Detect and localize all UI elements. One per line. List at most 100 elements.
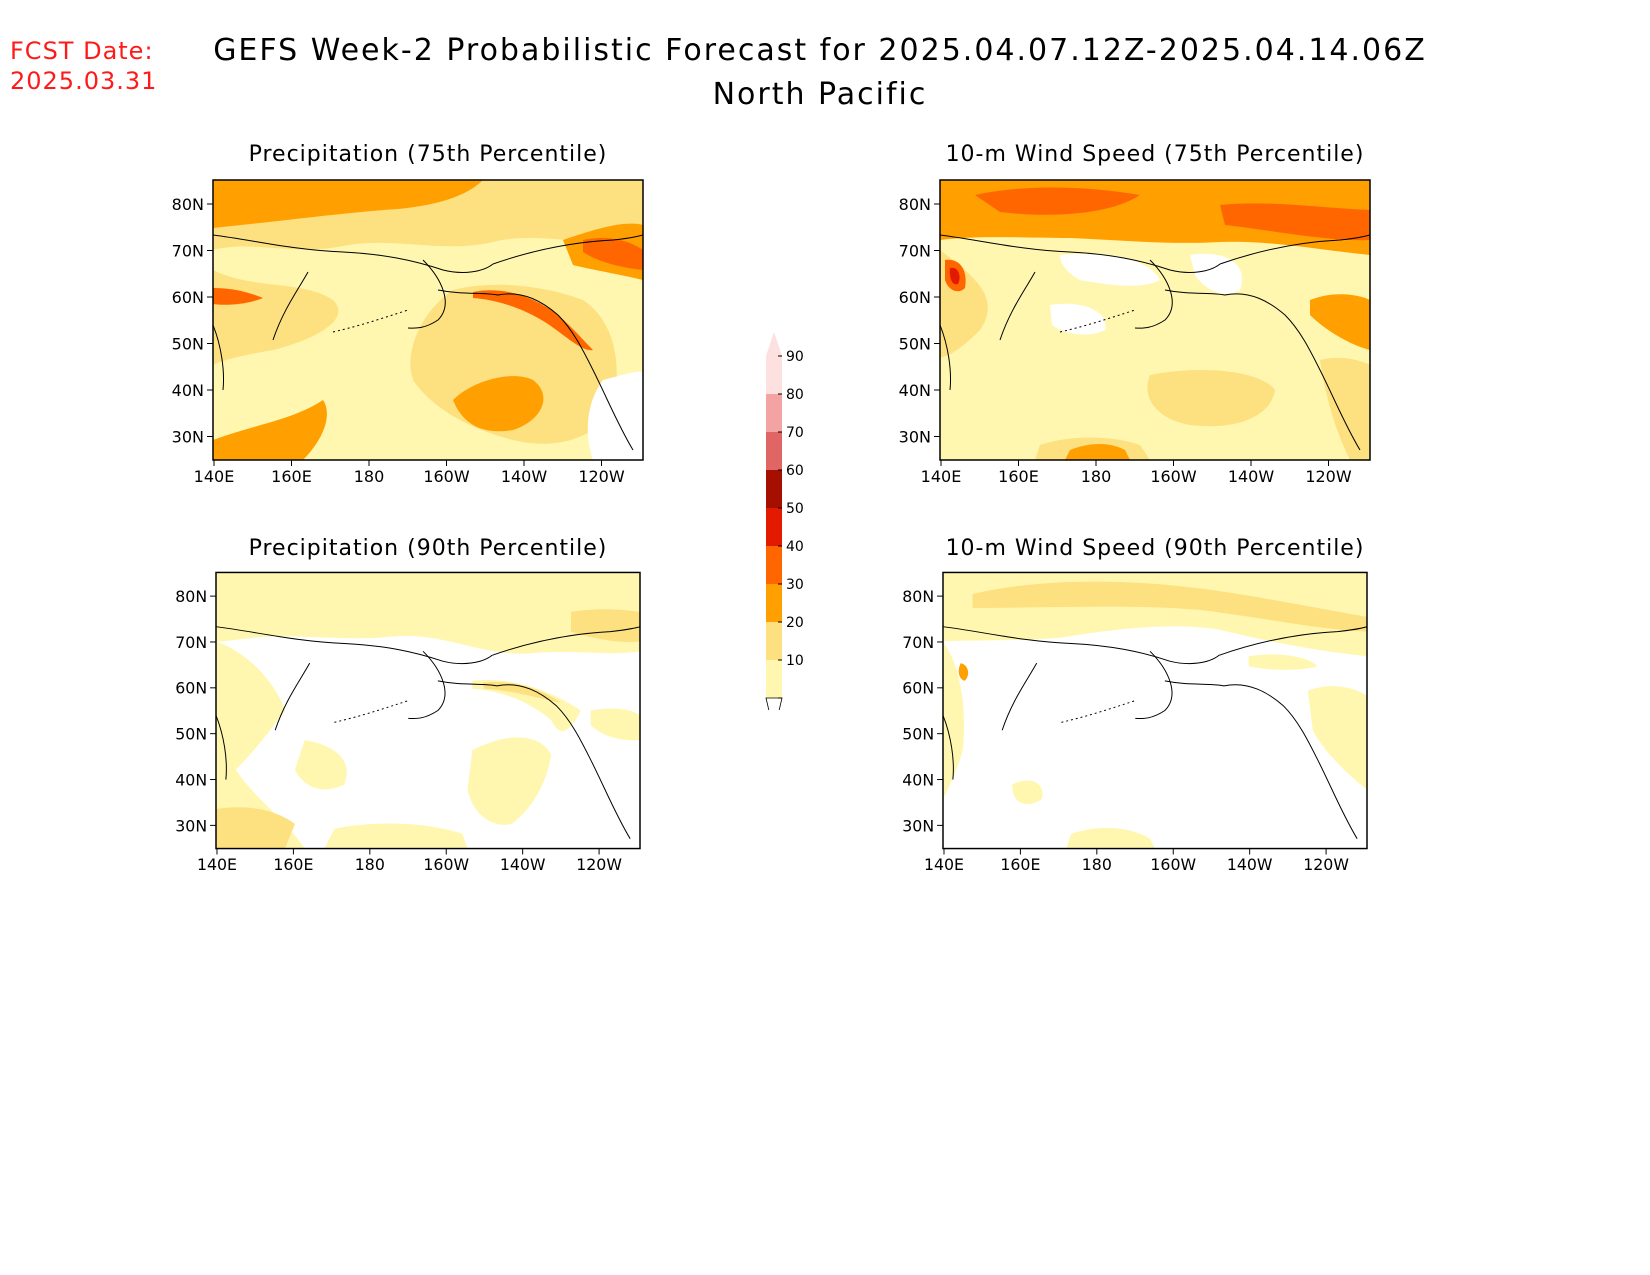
fill-40-coast bbox=[473, 290, 593, 351]
fill-10-west bbox=[216, 641, 305, 849]
fill-40-west bbox=[213, 288, 263, 305]
lon-label: 140W bbox=[1227, 855, 1273, 874]
lat-label: 80N bbox=[902, 587, 934, 606]
coast-canada bbox=[1218, 626, 1367, 656]
lon-label: 180 bbox=[354, 467, 385, 486]
coast-canada bbox=[1219, 234, 1370, 265]
coast-asia bbox=[943, 715, 954, 780]
region-title: North Pacific bbox=[712, 77, 928, 112]
lat-label: 40N bbox=[902, 770, 934, 789]
fill-20-north bbox=[972, 581, 1367, 632]
coast-aleutians bbox=[332, 309, 409, 333]
coast-alaska bbox=[1135, 650, 1358, 839]
fill-20-coast bbox=[1320, 357, 1370, 460]
coast-alaska bbox=[408, 650, 631, 839]
coast-canada bbox=[492, 234, 643, 265]
colorbar-label: 50 bbox=[786, 501, 804, 517]
colorbar-label: 90 bbox=[786, 349, 804, 365]
lat-label: 70N bbox=[172, 242, 204, 261]
lat-label: 50N bbox=[175, 725, 207, 744]
map-frame bbox=[942, 571, 1368, 850]
fill-10-mid bbox=[1012, 780, 1043, 805]
coast-siberia bbox=[943, 626, 1220, 665]
colorbar-label: 70 bbox=[786, 425, 804, 441]
lat-label: 60N bbox=[175, 679, 207, 698]
fill-40-ne bbox=[583, 238, 643, 270]
colorbar-bottom-cap bbox=[765, 697, 783, 710]
lon-label: 160E bbox=[273, 855, 313, 874]
coast-alaska bbox=[407, 259, 634, 451]
lat-label: 40N bbox=[175, 770, 207, 789]
coast-aleutians bbox=[334, 700, 409, 723]
lon-label: 160E bbox=[1000, 855, 1040, 874]
lat-label: 60N bbox=[172, 288, 204, 307]
lon-label: 140W bbox=[501, 467, 548, 486]
coast-asia bbox=[213, 324, 224, 391]
coast-kamchatka bbox=[272, 271, 309, 341]
lon-label: 120W bbox=[1305, 467, 1352, 486]
fill-10-south bbox=[324, 823, 468, 849]
colorbar: 90 80 70 60 50 40 30 20 10 bbox=[765, 332, 804, 710]
fill-20-sw bbox=[216, 807, 295, 849]
coast-siberia bbox=[216, 626, 493, 665]
fill-10-alaska bbox=[1190, 253, 1242, 295]
colorbar-label: 20 bbox=[786, 615, 804, 631]
colorbar-segment bbox=[766, 660, 782, 698]
colorbar-segment bbox=[766, 356, 782, 394]
lon-label: 120W bbox=[1303, 855, 1349, 874]
colorbar-label: 80 bbox=[786, 387, 804, 403]
fill-10-n-alaska bbox=[1060, 253, 1160, 286]
fill-10-gulf bbox=[467, 737, 552, 825]
lat-label: 60N bbox=[902, 679, 934, 698]
panel-title-wind75: 10-m Wind Speed (75th Percentile) bbox=[945, 142, 1365, 167]
lat-label: 30N bbox=[175, 816, 207, 835]
lon-label: 160W bbox=[423, 467, 470, 486]
fill-10-coast bbox=[1307, 686, 1367, 790]
map-precip75: 80N 70N 60N 50N 40N 30N 140E 160E 180 160W 140W 12… bbox=[172, 179, 644, 486]
lat-label: 50N bbox=[172, 335, 204, 354]
lat-label: 40N bbox=[899, 381, 931, 400]
lat-label: 80N bbox=[175, 587, 207, 606]
colorbar-label: 60 bbox=[786, 463, 804, 479]
coast-siberia bbox=[940, 234, 1221, 273]
fill-50-west bbox=[949, 267, 960, 285]
panel-title-wind90: 10-m Wind Speed (90th Percentile) bbox=[945, 536, 1365, 561]
colorbar-segment bbox=[766, 622, 782, 660]
map-frame bbox=[215, 571, 641, 850]
fill-10-center bbox=[294, 740, 347, 790]
fill-30-north bbox=[213, 180, 483, 228]
lon-label: 160E bbox=[271, 467, 312, 486]
fill-10-north bbox=[216, 572, 640, 654]
colorbar-segment bbox=[766, 432, 782, 470]
lon-label: 180 bbox=[1082, 855, 1112, 874]
lon-label: 140E bbox=[197, 855, 237, 874]
lon-label: 160W bbox=[1150, 467, 1197, 486]
panel-title-precip75: Precipitation (75th Percentile) bbox=[248, 142, 608, 167]
fill-40-north bbox=[975, 187, 1140, 215]
coast-canada bbox=[491, 626, 640, 656]
lon-label: 180 bbox=[1081, 467, 1112, 486]
fill-10-bering bbox=[1050, 303, 1106, 335]
colorbar-segment bbox=[766, 394, 782, 432]
colorbar-segment bbox=[766, 508, 782, 546]
fill-40-ne bbox=[1220, 203, 1370, 241]
main-title: GEFS Week-2 Probabilistic Forecast for 2… bbox=[213, 33, 1427, 68]
lon-label: 120W bbox=[576, 855, 622, 874]
lon-label: 160W bbox=[423, 855, 469, 874]
lon-label: 140W bbox=[500, 855, 546, 874]
lat-label: 30N bbox=[902, 816, 934, 835]
fill-30-sw bbox=[213, 400, 327, 460]
coast-kamchatka bbox=[274, 662, 311, 731]
lon-label: 140E bbox=[194, 467, 235, 486]
lon-label: 140E bbox=[924, 855, 964, 874]
lon-label: 140W bbox=[1228, 467, 1275, 486]
map-precip90: 80N 70N 60N 50N 40N 30N 140E 160E 180 160W 140W 12… bbox=[175, 571, 641, 874]
fcst-date: FCST Date: 2025.03.31 bbox=[10, 36, 157, 96]
lon-label: 120W bbox=[578, 467, 625, 486]
coast-kamchatka bbox=[999, 271, 1036, 341]
lat-label: 80N bbox=[899, 195, 931, 214]
coast-aleutians bbox=[1059, 309, 1136, 333]
colorbar-label: 30 bbox=[786, 577, 804, 593]
fill-30-mid bbox=[453, 376, 544, 432]
lat-label: 30N bbox=[172, 428, 204, 447]
